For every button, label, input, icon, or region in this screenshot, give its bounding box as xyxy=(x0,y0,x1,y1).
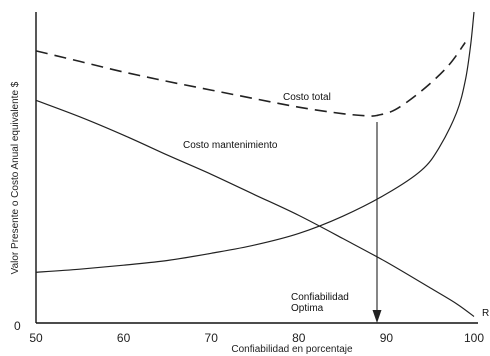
series-group xyxy=(35,11,475,317)
total-cost-line xyxy=(35,42,466,117)
x-tick-label-80: 80 xyxy=(292,331,306,345)
maintenance-cost-line xyxy=(35,99,475,317)
optimum-arrowhead xyxy=(372,310,382,323)
optimum-label-line2: Optima xyxy=(291,303,324,314)
total-cost-label: Costo total xyxy=(283,92,331,103)
x-tick-label-90: 90 xyxy=(380,331,394,345)
x-axis-label: Confiabilidad en porcentaje xyxy=(231,344,353,355)
y-axis-label: Valor Presente o Costo Anual equivalente… xyxy=(10,81,21,274)
maintenance-cost-label: Costo mantenimiento xyxy=(183,140,278,151)
x-tick-label-50: 50 xyxy=(29,331,43,345)
failure-cost-line xyxy=(35,11,475,273)
x-tick-labels: 50 60 70 80 90 100 xyxy=(29,331,484,345)
x-tick-label-60: 60 xyxy=(117,331,131,345)
y-tick-label-0: 0 xyxy=(14,319,21,333)
edge-label: R xyxy=(482,308,489,319)
x-tick-label-100: 100 xyxy=(464,331,484,345)
x-tick-label-70: 70 xyxy=(205,331,219,345)
optimum-label-line1: Confiabilidad xyxy=(291,292,349,303)
